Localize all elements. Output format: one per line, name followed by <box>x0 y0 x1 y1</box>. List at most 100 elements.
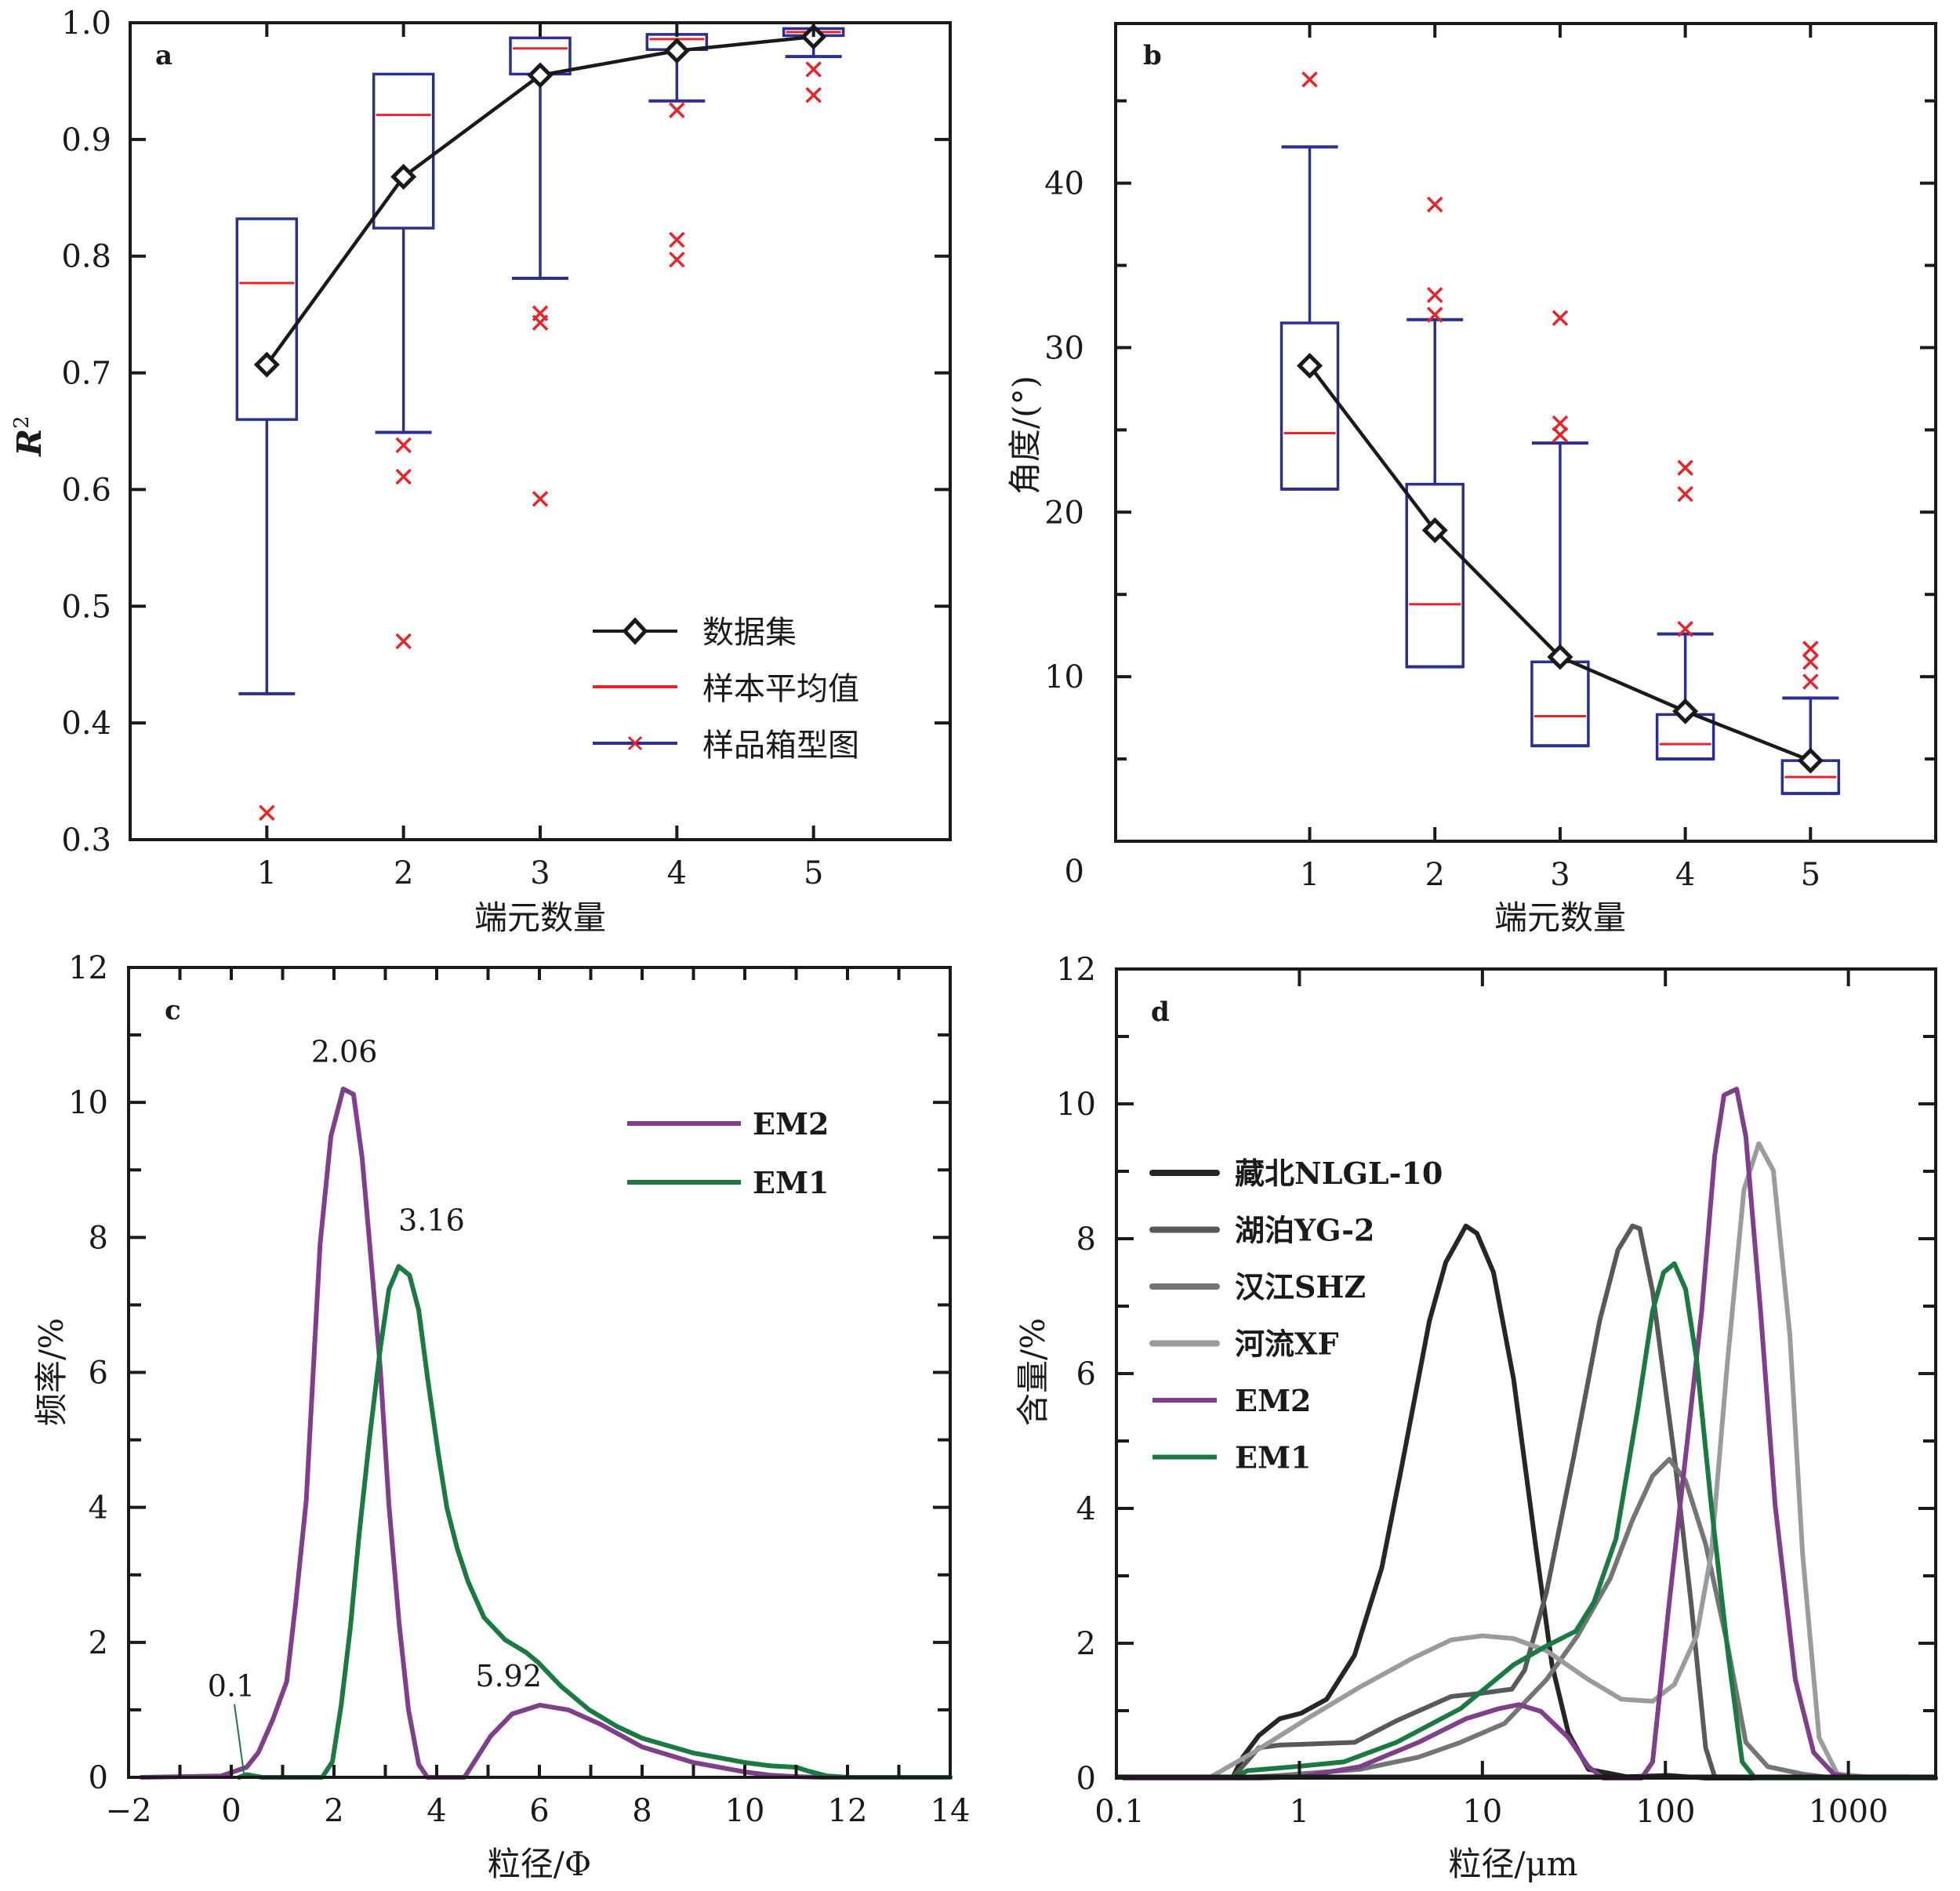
outlier-point <box>395 633 412 650</box>
outlier-point <box>395 468 412 485</box>
x-tick-label: 0 <box>221 1793 241 1829</box>
dataset-marker <box>1797 747 1824 774</box>
y-tick-label: 8 <box>1076 1221 1096 1258</box>
outlier-point <box>669 251 685 268</box>
legend-entry-em1: EM1 <box>1152 1440 1311 1475</box>
dataset-marker <box>663 38 690 64</box>
outlier-point <box>805 87 822 103</box>
panel-c-letter: c <box>165 995 181 1026</box>
series-line-shz <box>1229 1457 1836 1780</box>
y-tick-label: 0 <box>89 1760 108 1796</box>
x-tick-label: 10 <box>1462 1794 1502 1830</box>
outlier-point <box>1802 654 1819 670</box>
outlier-point <box>532 314 549 331</box>
outlier-point <box>805 61 822 78</box>
x-tick-label: 3 <box>1550 857 1570 893</box>
series-line-em2 <box>139 1087 953 1780</box>
legend-entry-mean: 样本平均值 <box>593 671 859 707</box>
outlier-point <box>1301 71 1318 88</box>
panel-a-xlabel: 端元数量 <box>474 898 606 937</box>
x-tick-label: 2 <box>1425 857 1444 893</box>
x-tick-label: −2 <box>106 1793 152 1829</box>
y-tick-label: 2 <box>1076 1626 1096 1662</box>
panel-b: 0 10 20 30 40 1 2 3 4 5 b 端元数量 角度/(°) <box>1006 22 1937 937</box>
dataset-marker <box>1672 698 1699 724</box>
legend-label-yg2: 湖泊YG-2 <box>1235 1213 1375 1248</box>
y-tick-label: 1.0 <box>61 5 111 42</box>
box-group-1 <box>235 217 299 821</box>
panel-c-ylabel: 频率/% <box>32 1318 71 1426</box>
x-tick-label: 12 <box>828 1793 868 1829</box>
y-tick-label: 20 <box>1044 495 1084 531</box>
panel-a-ylabel-superscript: 2 <box>10 416 34 429</box>
legend-label-em2: EM2 <box>753 1106 829 1141</box>
panel-d-axes: 0 2 4 6 8 10 12 0.1 1 10 100 1000 <box>1056 952 1937 1830</box>
x-tick-label: 3 <box>530 855 550 891</box>
outlier-point <box>1677 621 1693 637</box>
y-tick-label: 12 <box>68 950 108 986</box>
x-tick-label: 2 <box>394 855 413 891</box>
x-tick-label: 8 <box>632 1793 652 1829</box>
y-tick-label: 10 <box>68 1085 108 1121</box>
box <box>372 72 435 230</box>
y-tick-label: 0.6 <box>61 472 111 508</box>
y-tick-label: 10 <box>1056 1087 1096 1123</box>
legend-label-nlgl10: 藏北NLGL-10 <box>1235 1156 1443 1191</box>
legend-label-xf: 河流XF <box>1235 1327 1338 1362</box>
legend-entry-dataset: 数据集 <box>593 615 797 651</box>
dataset-marker <box>253 351 280 378</box>
y-tick-label: 0.8 <box>61 239 111 275</box>
series-line-yg2 <box>1229 1223 1938 1780</box>
legend-entry-yg2: 湖泊YG-2 <box>1149 1213 1375 1248</box>
panel-d-ylabel: 含量/% <box>1014 1318 1052 1426</box>
outlier-point <box>1552 310 1569 326</box>
x-tick-label: 5 <box>1801 857 1820 893</box>
outlier-point <box>1677 459 1693 476</box>
panel-a-ylabel-base: R <box>10 429 49 457</box>
panel-b-letter: b <box>1143 40 1162 71</box>
outlier-point <box>1677 485 1693 503</box>
y-tick-label: 12 <box>1056 952 1096 988</box>
plot-frame <box>1114 22 1937 843</box>
dataset-marker <box>1421 517 1448 543</box>
diamond-marker-icon <box>622 617 648 645</box>
dataset-marker <box>1296 352 1323 379</box>
plot-frame <box>127 966 952 1779</box>
x-tick-label: 1000 <box>1809 1794 1889 1830</box>
x-tick-label: 14 <box>931 1793 971 1829</box>
y-tick-label: 8 <box>89 1220 108 1256</box>
y-tick-label: 6 <box>1076 1356 1096 1392</box>
legend-label-boxplot: 样品箱型图 <box>702 728 859 764</box>
y-tick-label: 0.7 <box>61 356 111 392</box>
panel-a-letter: a <box>155 40 172 71</box>
legend-label-dataset: 数据集 <box>702 615 797 651</box>
dataset-marker <box>527 62 554 89</box>
series-line-em2 <box>1121 1087 1938 1780</box>
box <box>235 217 299 421</box>
peak-annotation: 3.16 <box>398 1203 465 1238</box>
panel-d-letter: d <box>1151 996 1170 1028</box>
y-tick-label: 0 <box>1065 854 1084 890</box>
panel-a-axes: 0.3 0.4 0.5 0.6 0.7 0.8 0.9 1.0 1 2 3 4 5 <box>61 5 952 891</box>
x-tick-label: 10 <box>725 1793 765 1829</box>
legend-label-em1: EM1 <box>1235 1440 1311 1475</box>
outlier-point <box>532 491 549 507</box>
x-tick-label: 4 <box>1675 857 1695 893</box>
y-tick-label: 0.5 <box>61 589 111 625</box>
legend-label-em2: EM2 <box>1235 1383 1311 1418</box>
y-tick-label: 6 <box>89 1356 108 1392</box>
x-tick-label: 4 <box>667 855 687 891</box>
legend-entry-nlgl10: 藏北NLGL-10 <box>1149 1156 1443 1191</box>
legend-entry-shz: 汉江SHZ <box>1149 1269 1366 1305</box>
x-tick-label: 4 <box>426 1793 446 1829</box>
dataset-marker <box>390 163 417 191</box>
x-tick-label: 1 <box>257 855 277 891</box>
box-group-3 <box>1530 310 1590 748</box>
peak-annotation: 5.92 <box>475 1659 542 1693</box>
outlier-point <box>1426 196 1443 213</box>
x-tick-label: 0.1 <box>1094 1794 1145 1830</box>
panel-c-legend: EM2 EM1 <box>627 1106 829 1200</box>
x-tick-label: 5 <box>804 855 823 891</box>
